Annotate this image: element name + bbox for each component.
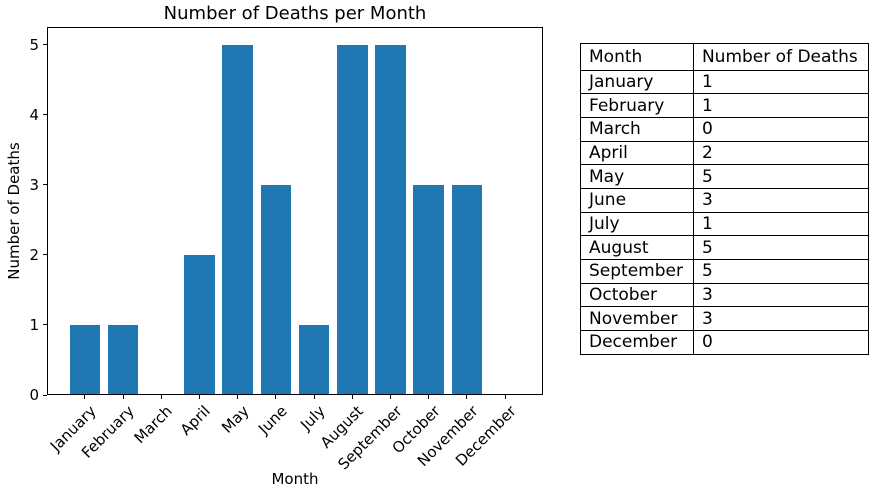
table-row: July 1 <box>580 211 869 237</box>
x-tick-mark <box>351 395 353 399</box>
y-tick-mark <box>43 184 47 186</box>
y-tick-mark <box>43 394 47 396</box>
x-tick-mark <box>198 395 200 399</box>
x-tick-mark <box>313 395 315 399</box>
bar-may <box>222 44 253 395</box>
y-tick-label: 4 <box>29 105 39 124</box>
y-tick-label: 0 <box>29 386 39 404</box>
x-tick-label: May <box>217 402 253 437</box>
table-row: March 0 <box>580 116 869 142</box>
x-tick-mark <box>390 395 392 399</box>
y-tick-mark <box>43 44 47 46</box>
table-cell-deaths: 5 <box>692 259 869 284</box>
table-row: June 3 <box>580 187 869 213</box>
table-cell-deaths: 3 <box>692 306 869 332</box>
table-header-row: Month Number of Deaths <box>580 43 869 71</box>
table-row: August 5 <box>580 235 869 260</box>
y-tick-label: 1 <box>29 315 39 334</box>
table-cell-month: March <box>580 116 694 142</box>
table-cell-deaths: 0 <box>692 330 869 355</box>
table-cell-month: December <box>580 330 694 355</box>
x-tick-mark <box>84 395 86 399</box>
bar-july <box>298 324 330 395</box>
y-tick-label: 3 <box>29 175 39 194</box>
table-cell-deaths: 1 <box>692 93 869 118</box>
table-cell-month: October <box>580 282 694 308</box>
table-cell-month: January <box>580 69 694 95</box>
table-cell-deaths: 3 <box>692 187 869 213</box>
bar-november <box>451 184 483 395</box>
deaths-table: Month Number of Deaths January 1 February 1 M… <box>580 43 869 355</box>
x-tick-mark <box>428 395 430 399</box>
bar-october <box>413 184 445 395</box>
x-tick-label: June <box>254 402 291 438</box>
y-tick-label: 2 <box>29 245 39 264</box>
y-tick-mark <box>43 324 47 326</box>
x-tick-label: April <box>177 402 215 439</box>
table-header-cell: Month <box>580 43 694 71</box>
table-cell-deaths: 0 <box>692 116 869 142</box>
y-tick-mark <box>43 114 47 116</box>
x-tick-label: July <box>297 402 329 434</box>
bar-april <box>184 254 215 395</box>
table-row: September 5 <box>580 259 869 284</box>
y-tick-label: 5 <box>29 35 39 54</box>
x-tick-mark <box>122 395 124 399</box>
bar-september <box>375 44 406 395</box>
table-cell-deaths: 5 <box>692 164 869 189</box>
y-tick-mark <box>43 254 47 256</box>
bar-august <box>337 44 368 395</box>
table-header-cell: Number of Deaths <box>692 43 869 71</box>
x-tick-mark <box>237 395 239 399</box>
table-cell-deaths: 2 <box>692 140 869 166</box>
x-tick-mark <box>504 395 506 399</box>
table-cell-deaths: 1 <box>692 69 869 95</box>
chart-title: Number of Deaths per Month <box>163 3 427 24</box>
table-cell-month: April <box>580 140 694 166</box>
table-cell-month: June <box>580 187 694 213</box>
table-cell-month: November <box>580 306 694 332</box>
bar-january <box>69 324 101 395</box>
table-row: October 3 <box>580 282 869 308</box>
x-tick-mark <box>275 395 277 399</box>
bar-february <box>107 324 139 395</box>
table-row: February 1 <box>580 93 869 118</box>
table-cell-deaths: 5 <box>692 235 869 260</box>
table-cell-month: September <box>580 259 694 284</box>
x-tick-mark <box>160 395 162 399</box>
x-tick-label: March <box>130 402 176 448</box>
table-cell-deaths: 1 <box>692 211 869 237</box>
table-row: November 3 <box>580 306 869 332</box>
table-cell-month: August <box>580 235 694 260</box>
table-row: May 5 <box>580 164 869 189</box>
table-row: December 0 <box>580 330 869 355</box>
x-axis-label: Month <box>271 470 319 488</box>
table-cell-month: February <box>580 93 694 118</box>
table-row: January 1 <box>580 69 869 95</box>
bar-june <box>260 184 292 395</box>
table-cell-month: July <box>580 211 694 237</box>
table-cell-month: May <box>580 164 694 189</box>
table-cell-deaths: 3 <box>692 282 869 308</box>
x-tick-mark <box>466 395 468 399</box>
table-row: April 2 <box>580 140 869 166</box>
